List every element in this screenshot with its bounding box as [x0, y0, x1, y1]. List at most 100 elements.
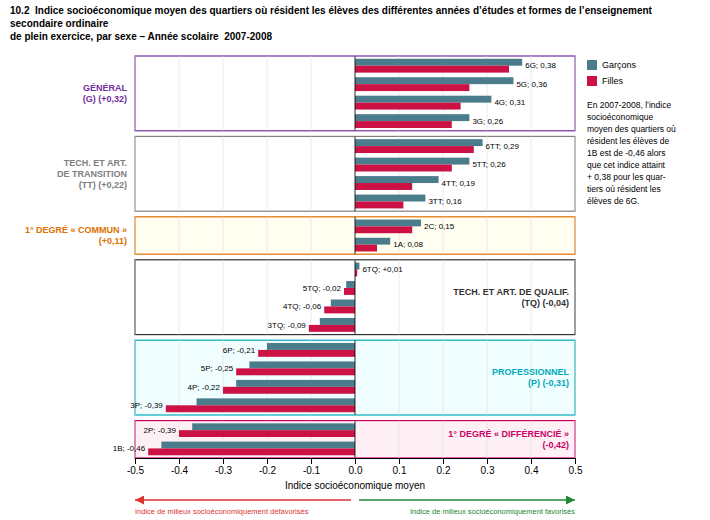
grid-line [443, 421, 444, 458]
grid-line [575, 56, 576, 131]
grid-line [135, 260, 136, 335]
x-tick-label: -0.2 [259, 465, 277, 476]
grid-line [487, 340, 488, 415]
x-tick-label: 0.0 [349, 465, 363, 476]
group-label: (TQ) (-0,04) [521, 298, 569, 308]
grid-line [487, 421, 488, 458]
x-tick-mark [135, 458, 136, 464]
grid-line [223, 217, 224, 254]
annotation-line: élèves de 6G. [587, 196, 639, 206]
annotation-line: + 0,38 pour les quar- [587, 172, 666, 182]
bar [267, 343, 355, 350]
bar [355, 263, 359, 270]
bars [309, 263, 360, 332]
row-label: 1A; 0,08 [393, 240, 423, 249]
row-label: 6P; -0,21 [223, 346, 256, 355]
row-label: 6TT; 0,29 [486, 142, 520, 151]
bar [355, 245, 377, 252]
arrow-label: Indice de milieux socioéconomiquement fa… [410, 507, 575, 516]
row-label: 4G; 0,31 [494, 98, 525, 107]
annotation-line: moyen des quartiers où [587, 124, 676, 134]
bar [355, 121, 452, 128]
section-frame [135, 340, 575, 415]
x-tick: -0.4 [171, 458, 189, 476]
x-axis: -0.5-0.4-0.3-0.2-0.10.00.10.20.30.40.5 [127, 458, 583, 476]
bar [324, 306, 355, 313]
row-label: 3G; 0,26 [472, 117, 503, 126]
annotation-line: 1B est de -0,46 alors [587, 148, 665, 158]
x-tick-mark [399, 458, 400, 464]
legend: GarçonsFilles [587, 60, 637, 86]
x-tick-mark [487, 458, 488, 464]
bar [223, 387, 355, 394]
bar [355, 59, 522, 66]
section: 2P; -0,391B; -0,461° DEGRÉ « DIFFÉRENCIÉ… [113, 421, 575, 458]
bar [197, 398, 355, 405]
grid-line [179, 136, 180, 211]
grid-line [531, 217, 532, 254]
grid-line [179, 56, 180, 131]
x-tick-label: 0.4 [525, 465, 539, 476]
group-label: PROFESSIONNEL [492, 367, 570, 377]
bar [355, 84, 469, 91]
x-tick-mark [223, 458, 224, 464]
annotation-line: tiers où résident les [587, 184, 661, 194]
row-label: 6G; 0,38 [525, 61, 556, 70]
zero-line [355, 217, 356, 254]
bar [344, 288, 355, 295]
annotation: En 2007-2008, l’indicesocioéconomiquemoy… [587, 100, 676, 206]
grid-line [575, 260, 576, 335]
section-frame [135, 260, 575, 335]
arrow-label: Indice de milieux socioéconomiquement dé… [135, 507, 309, 516]
grid-line [399, 421, 400, 458]
grid-line [179, 260, 180, 335]
section: 6TQ; +0,015TQ; -0,024TQ; -0,063TQ; -0,09… [135, 260, 575, 335]
bars [166, 343, 355, 412]
grid-line [575, 340, 576, 415]
section: 2C; 0,151A; 0,081° DEGRÉ « COMMUN »(+0,1… [25, 217, 575, 254]
grid-line [487, 217, 488, 254]
zero-line [355, 56, 356, 131]
zero-line [355, 421, 356, 458]
x-tick: 0.5 [569, 458, 583, 476]
x-tick-mark [267, 458, 268, 464]
bar [355, 66, 509, 73]
row-label: 4TQ; -0,06 [283, 302, 322, 311]
bar [148, 448, 355, 455]
grid-line [267, 56, 268, 131]
grid-line [575, 217, 576, 254]
chart: 10.2 Indice socioéconomique moyen des qu… [0, 0, 710, 520]
bar [355, 238, 390, 245]
annotation-line: En 2007-2008, l’indice [587, 100, 671, 110]
x-tick-label: -0.3 [215, 465, 233, 476]
row-label: 3TT; 0,16 [428, 197, 462, 206]
group-label: (+0,11) [99, 236, 127, 246]
row-label: 3TQ; -0,09 [268, 321, 307, 330]
x-tick: -0.2 [259, 458, 277, 476]
grid-line [223, 56, 224, 131]
x-tick: 0.2 [437, 458, 451, 476]
x-tick: -0.5 [127, 458, 145, 476]
group-label: TECH. ET ART. [64, 158, 127, 168]
grid-line [135, 56, 136, 131]
grid-line [311, 56, 312, 131]
subtitle: de plein exercice, par sexe – Année scol… [10, 31, 272, 42]
row-label: 6TQ; +0,01 [362, 265, 403, 274]
section: 6G; 0,385G; 0,364G; 0,313G; 0,26GÉNÉRAL(… [83, 56, 575, 131]
annotation-line: que cet indice attaint [587, 160, 666, 170]
bar [355, 195, 425, 202]
legend-label: Filles [602, 76, 624, 86]
grid-line [135, 217, 136, 254]
group-label: 1° DEGRÉ « COMMUN » [25, 225, 127, 235]
bar [355, 146, 474, 153]
x-tick: 0.1 [393, 458, 407, 476]
grid-line [179, 217, 180, 254]
bar [355, 176, 439, 183]
group-label: GÉNÉRAL [83, 83, 128, 93]
bar [236, 380, 355, 387]
bar [166, 405, 355, 412]
section: 6TT; 0,295TT; 0,264TT; 0,193TT; 0,16TECH… [57, 136, 575, 211]
x-axis-line [136, 459, 576, 465]
bar [355, 220, 421, 227]
section-frame [135, 217, 575, 254]
